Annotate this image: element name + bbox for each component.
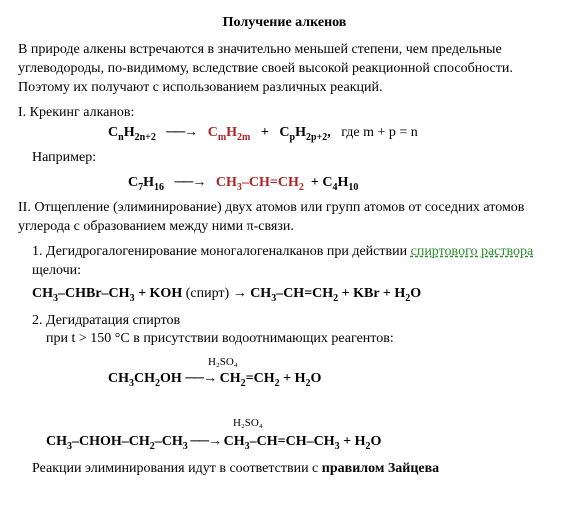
alcohol-solution-link[interactable]: спиртового раствора bbox=[411, 244, 534, 259]
equation-5: CH3–CHOH–CH2–CH3 ──→ CH3–CH=CH–CH3 + H2O bbox=[46, 433, 551, 452]
equation-2: C7H16 ──→ CH3–CH=CH2 + C4H10 bbox=[128, 174, 551, 193]
condition-1: H₂SO₄ bbox=[208, 355, 551, 370]
intro-paragraph: В природе алкены встречаются в значитель… bbox=[18, 41, 551, 98]
equation-4: CH3CH2OH ──→ CH2=CH2 + H2O bbox=[108, 370, 551, 389]
item-2-line1: 2. Дегидратация спиртов bbox=[32, 312, 551, 331]
page-title: Получение алкенов bbox=[18, 14, 551, 33]
condition-2: H₂SO₄ bbox=[233, 416, 551, 431]
item-2-line2: при t > 150 °C в присутствии водоотнимаю… bbox=[46, 330, 551, 349]
section-2-heading: II. Отщепление (элиминирование) двух ато… bbox=[18, 199, 551, 237]
footer-text: Реакции элиминирования идут в соответств… bbox=[18, 460, 551, 479]
item-1: 1. Дегидрогалогенирование моногалогеналк… bbox=[32, 243, 551, 281]
equation-3: CH3–CHBr–CH3 + KOH (спирт) → CH3–CH=CH2 … bbox=[32, 285, 551, 304]
section-1-heading: I. Крекинг алканов: bbox=[18, 104, 551, 123]
example-label: Например: bbox=[18, 149, 551, 168]
equation-1: CnH2n+2 ──→ CmH2m + CpH2p+2, где m + p =… bbox=[108, 124, 551, 143]
